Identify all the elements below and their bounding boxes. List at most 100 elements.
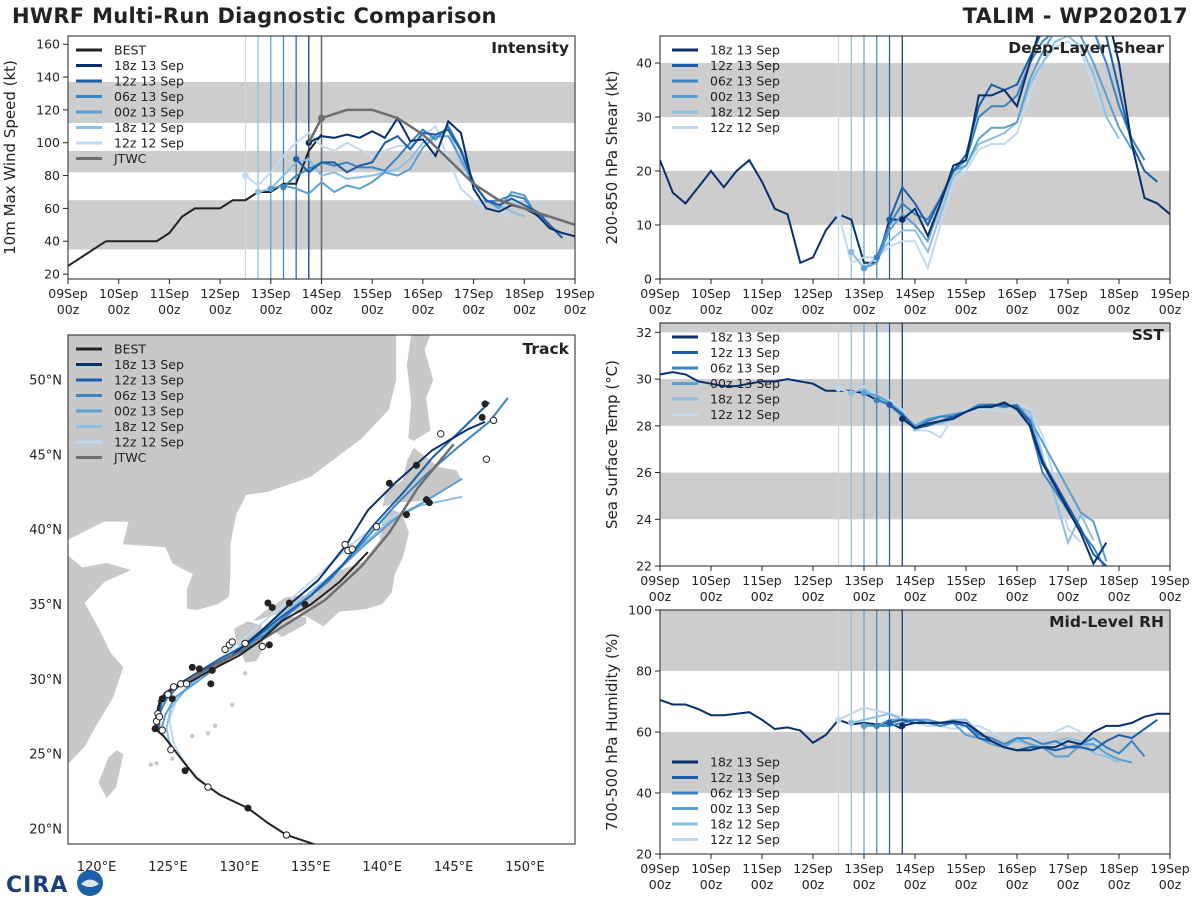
track-legend-label-6: 12z 12 Sep (114, 435, 184, 450)
sst-xtick-sublabel-7: 00z (1006, 589, 1029, 604)
sst-legend-label-3: 00z 13 Sep (710, 376, 780, 391)
track-marker-filled-19 (478, 413, 486, 421)
shear-title: Deep-Layer Shear (1008, 39, 1164, 57)
rh-xtick-label-0: 09Sep (640, 861, 680, 876)
track-island-1 (170, 756, 175, 761)
rh-legend-label-5: 12z 12 Sep (710, 832, 780, 847)
track-marker-filled-14 (402, 511, 410, 519)
track-marker-open-6 (155, 713, 164, 721)
track-marker-filled-9 (265, 641, 273, 649)
shear-run-start-dot-4 (848, 248, 855, 256)
rh-run-line-3 (864, 718, 1133, 764)
intensity-ytick-label-0: 20 (44, 267, 60, 282)
track-island-5 (242, 671, 248, 676)
sst-legend-label-0: 18z 13 Sep (710, 330, 780, 345)
track-lat-label-2: 30°N (29, 673, 62, 688)
shear-xtick-label-8: 17Sep (1048, 286, 1088, 301)
intensity-xtick-sublabel-4: 00z (260, 302, 283, 317)
rh-xtick-label-9: 18Sep (1099, 861, 1139, 876)
sst-band-2 (660, 323, 1170, 333)
intensity-xtick-sublabel-8: 00z (462, 302, 485, 317)
intensity-plot-area (68, 36, 575, 279)
shear-band-0 (660, 171, 1170, 225)
intensity-legend-label-0: BEST (114, 43, 146, 58)
track-marker-open-13 (228, 638, 236, 646)
intensity-xtick-label-6: 15Sep (352, 286, 392, 301)
track-marker-open-19 (372, 522, 381, 531)
sst-band-1 (660, 379, 1170, 426)
track-lat-label-1: 25°N (29, 748, 62, 763)
rh-legend-label-4: 18z 12 Sep (710, 817, 780, 832)
intensity-legend-label-5: 18z 12 Sep (114, 120, 184, 135)
track-marker-filled-4 (168, 695, 176, 703)
sst-xtick-sublabel-4: 00z (853, 589, 876, 604)
sst-xtick-label-6: 15Sep (946, 573, 986, 588)
intensity-ylabel: 10m Max Wind Speed (kt) (1, 60, 19, 255)
sst-ytick-label-0: 22 (636, 559, 652, 574)
shear-run-line-2 (875, 36, 1146, 258)
intensity-ytick-label-5: 120 (36, 102, 60, 117)
track-land-taiwan (97, 749, 125, 800)
track-marker-filled-7 (188, 663, 196, 671)
sst-title: SST (1132, 326, 1165, 344)
intensity-xtick-sublabel-10: 00z (564, 302, 587, 317)
track-lat-label-6: 50°N (29, 373, 62, 388)
track-legend-label-7: JTWC (113, 450, 147, 465)
sst-run-start-dot-2 (873, 396, 880, 404)
rh-xtick-sublabel-2: 00z (751, 877, 774, 892)
shear-xtick-label-9: 18Sep (1099, 286, 1139, 301)
sst-run-start-dot-1 (886, 401, 893, 408)
intensity-ytick-label-4: 100 (36, 135, 60, 150)
sst-run-start-dot-3 (860, 389, 868, 397)
track-marker-open-16 (341, 540, 349, 549)
track-marker-open-22 (489, 416, 498, 425)
rh-xtick-label-5: 14Sep (895, 861, 935, 876)
track-jtwc-line (157, 443, 455, 703)
intensity-run-line-1 (295, 128, 564, 239)
intensity-xtick-label-3: 12Sep (200, 286, 240, 301)
rh-ytick-label-4: 100 (628, 603, 652, 618)
shear-legend-label-2: 06z 13 Sep (710, 74, 780, 89)
intensity-xtick-label-0: 09Sep (48, 286, 88, 301)
shear-xtick-sublabel-9: 00z (1108, 302, 1131, 317)
track-lon-label-6: 150°E (505, 860, 545, 875)
track-marker-filled-16 (425, 499, 433, 507)
sst-xtick-sublabel-10: 00z (1159, 589, 1182, 604)
track-marker-filled-0 (244, 804, 252, 812)
shear-ytick-label-3: 30 (636, 110, 652, 125)
track-frame (67, 334, 576, 845)
intensity-run-start-dot-4 (254, 188, 262, 196)
sst-xtick-label-4: 13Sep (844, 573, 884, 588)
sst-ytick-label-1: 24 (636, 512, 652, 527)
sst-xtick-label-3: 12Sep (793, 573, 833, 588)
intensity-ytick-label-6: 140 (36, 70, 60, 85)
shear-ytick-label-4: 40 (636, 56, 652, 71)
sst-xtick-label-0: 09Sep (640, 573, 680, 588)
shear-xtick-label-4: 13Sep (844, 286, 884, 301)
shear-legend-label-0: 18z 13 Sep (710, 43, 780, 58)
track-island-6 (148, 762, 154, 767)
rh-legend-label-0: 18z 13 Sep (710, 755, 780, 770)
rh-xtick-label-10: 19Sep (1150, 861, 1190, 876)
shear-xtick-sublabel-5: 00z (904, 302, 927, 317)
sst-xtick-sublabel-3: 00z (802, 589, 825, 604)
track-marker-filled-5 (195, 665, 203, 673)
intensity-legend-label-6: 12z 12 Sep (114, 136, 184, 151)
rh-xtick-label-8: 17Sep (1048, 861, 1088, 876)
intensity-run-start-dot-2 (280, 183, 287, 191)
intensity-xtick-sublabel-6: 00z (361, 302, 384, 317)
intensity-legend-label-3: 06z 13 Sep (114, 89, 184, 104)
shear-legend-label-1: 12z 13 Sep (710, 58, 780, 73)
rh-xtick-sublabel-3: 00z (802, 877, 825, 892)
shear-run-line-1 (888, 36, 1158, 228)
sst-xtick-label-1: 10Sep (691, 573, 731, 588)
shear-xtick-sublabel-8: 00z (1057, 302, 1080, 317)
rh-xtick-sublabel-4: 00z (853, 877, 876, 892)
intensity-xtick-sublabel-9: 00z (513, 302, 536, 317)
rh-legend-label-3: 00z 13 Sep (710, 801, 780, 816)
sst-run-start-dot-0 (899, 415, 906, 422)
intensity-ytick-label-3: 80 (44, 168, 60, 183)
shear-ylabel: 200-850 hPa Shear (kt) (603, 71, 621, 245)
intensity-xtick-label-9: 18Sep (505, 286, 545, 301)
track-title: Track (523, 340, 570, 358)
